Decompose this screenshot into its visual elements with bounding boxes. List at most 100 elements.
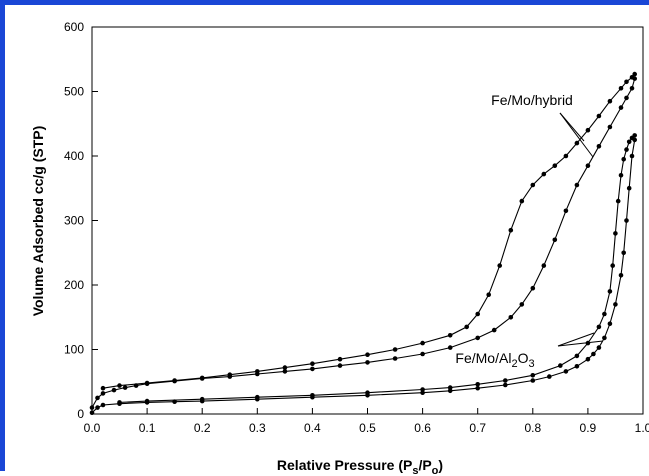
series-point xyxy=(596,345,602,350)
series-group xyxy=(89,71,637,416)
series-point xyxy=(144,398,150,404)
series-point xyxy=(255,394,260,400)
series-point xyxy=(310,393,315,398)
annotation-al2o3-main: Fe/Mo/Al xyxy=(455,350,511,366)
series-point xyxy=(558,363,563,368)
x-tick-label: 0.0 xyxy=(84,421,101,435)
series-point xyxy=(227,372,233,378)
y-tick-label: 400 xyxy=(64,149,84,163)
x-tick-label: 0.3 xyxy=(249,421,266,435)
series-point xyxy=(420,351,425,357)
series-point xyxy=(486,292,492,298)
series-point xyxy=(447,345,453,350)
series-point xyxy=(607,321,613,327)
series-point xyxy=(122,385,128,390)
x-tick-label: 0.6 xyxy=(414,421,431,435)
y-tick-label: 200 xyxy=(64,278,84,292)
x-tick-label: 0.8 xyxy=(524,421,541,435)
y-tick-label: 100 xyxy=(64,343,84,357)
annotation-al2o3-tail: O xyxy=(518,350,529,366)
series-line-3 xyxy=(119,134,636,403)
series-point xyxy=(624,218,629,223)
series-point xyxy=(365,390,370,396)
series-point xyxy=(89,405,95,410)
series-point xyxy=(632,71,637,77)
series-point xyxy=(365,360,370,365)
series-point xyxy=(615,198,621,204)
y-tick-label: 500 xyxy=(64,85,84,99)
series-point xyxy=(613,302,618,307)
series-point xyxy=(624,95,629,101)
series-point xyxy=(475,335,481,341)
x-tick-label: 0.4 xyxy=(304,421,321,435)
series-point xyxy=(574,364,580,369)
series-line-2 xyxy=(91,139,636,414)
series-point xyxy=(602,335,607,341)
series-point xyxy=(172,378,177,383)
x-axis-title: Relative Pressure (Ps/Po) xyxy=(277,457,443,476)
x-axis-title-main: Relative Pressure (P xyxy=(277,457,412,473)
series-point xyxy=(392,347,398,352)
series-point xyxy=(563,153,569,159)
series-point xyxy=(552,163,558,168)
series-point xyxy=(111,387,117,393)
series-point xyxy=(447,385,453,390)
series-point xyxy=(420,340,425,346)
series-point xyxy=(420,387,425,392)
series-point xyxy=(100,385,106,391)
annotation-al2o3-sub2: 3 xyxy=(528,358,534,370)
annotation-fe-mo-hybrid: Fe/Mo/hybrid xyxy=(491,92,573,108)
series-point xyxy=(530,378,536,383)
x-axis-title-end: ) xyxy=(438,457,443,473)
series-point xyxy=(117,400,122,405)
x-tick-label: 0.7 xyxy=(469,421,486,435)
series-point xyxy=(618,105,624,110)
series-point xyxy=(519,198,525,204)
annotation-al2o3-sub: 2 xyxy=(511,358,517,370)
series-point xyxy=(541,263,547,268)
series-line-1 xyxy=(102,73,636,389)
series-point xyxy=(629,75,635,80)
series-point xyxy=(618,273,624,278)
x-tick-label: 1.0 xyxy=(635,421,649,435)
series-point xyxy=(447,333,453,338)
series-point xyxy=(596,324,602,330)
series-point xyxy=(199,396,205,402)
series-point xyxy=(585,356,591,362)
series-point xyxy=(420,390,425,396)
series-point xyxy=(621,156,626,162)
series-point xyxy=(475,385,481,391)
series-point xyxy=(464,324,470,330)
series-point xyxy=(508,227,514,233)
series-point xyxy=(497,263,503,268)
series-point xyxy=(519,302,525,307)
series-point xyxy=(607,124,613,130)
series-point xyxy=(365,352,370,358)
series-point xyxy=(618,173,624,178)
y-tick-label: 600 xyxy=(64,20,84,34)
x-tick-label: 0.2 xyxy=(194,421,211,435)
series-point xyxy=(337,356,343,362)
series-point xyxy=(602,311,607,317)
series-point xyxy=(574,182,580,188)
x-axis: 0.0 0.1 0.2 0.3 0.4 0.5 0.6 0.7 0.8 0.9 1.0 xyxy=(84,408,649,435)
x-tick-label: 0.5 xyxy=(359,421,376,435)
series-point xyxy=(310,361,315,367)
y-axis-title: Volume Adsorbed cc/g (STP) xyxy=(30,126,46,317)
series-point xyxy=(95,395,100,401)
series-point xyxy=(574,140,580,146)
series-point xyxy=(610,263,615,268)
series-point xyxy=(591,351,596,357)
series-point xyxy=(508,315,514,320)
series-point xyxy=(585,127,591,133)
series-point xyxy=(447,388,453,394)
annotation-fe-mo-al2o3: Fe/Mo/Al2O3 xyxy=(455,350,534,370)
x-tick-label: 0.1 xyxy=(139,421,156,435)
series-point xyxy=(613,231,618,236)
x-tick-label: 0.9 xyxy=(580,421,597,435)
y-tick-label: 300 xyxy=(64,214,84,228)
series-point xyxy=(503,382,508,388)
series-point xyxy=(89,410,95,416)
series-point xyxy=(624,147,629,152)
series-point xyxy=(629,135,635,141)
